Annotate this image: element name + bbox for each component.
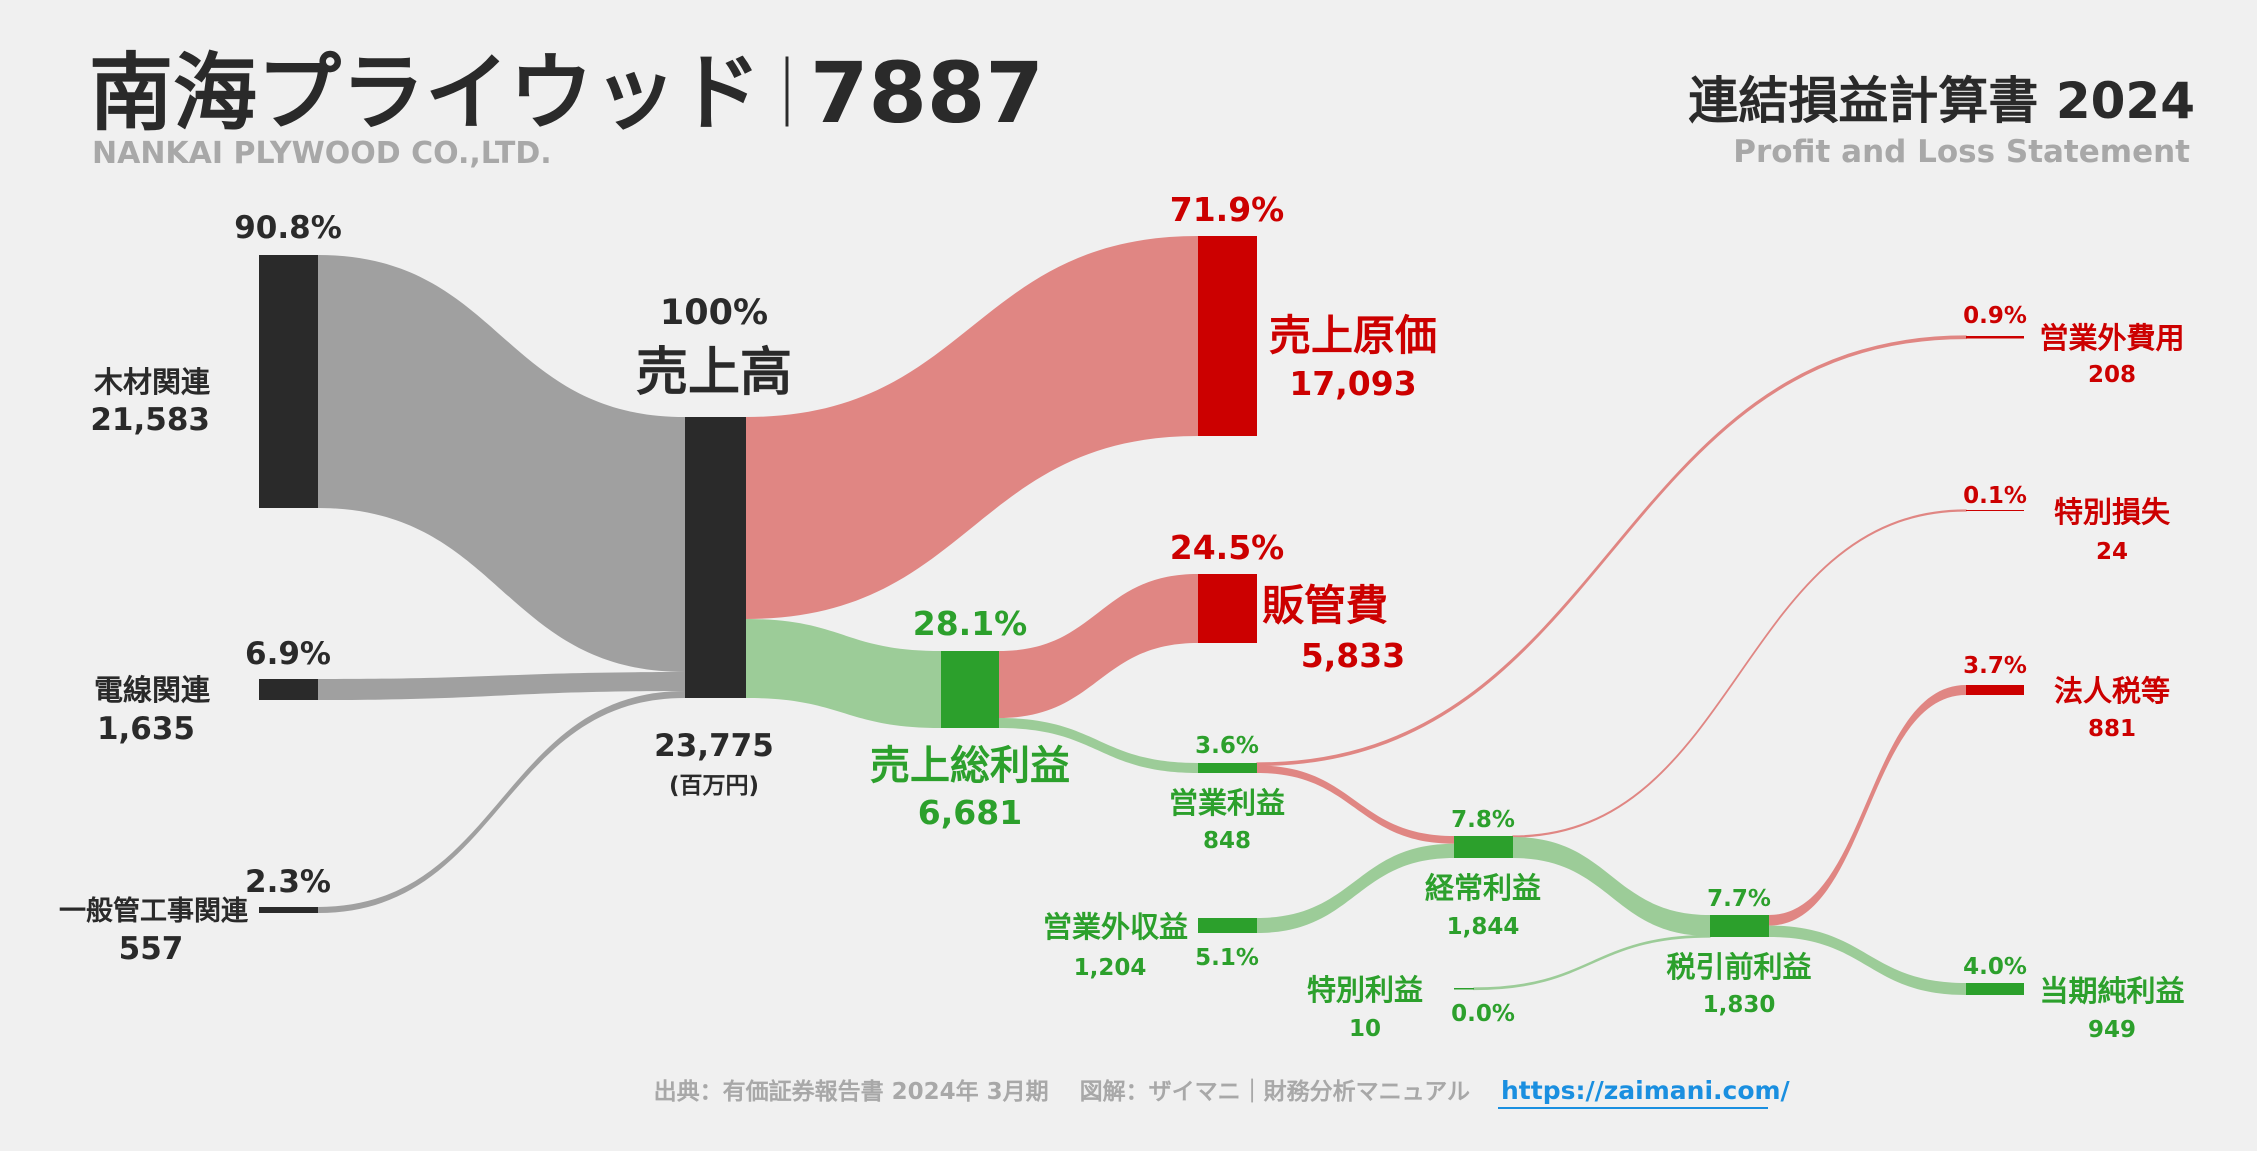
value-cogs: 17,093 [1289,364,1416,403]
label-revenue: 売上高 [636,343,792,403]
value-net: 949 [2088,1017,2136,1043]
label-ext-gain: 特別利益 [1307,973,1423,1007]
label-wire: 電線関連 [94,673,211,707]
pct-net: 4.0% [1963,954,2027,980]
pct-ext-gain: 0.0% [1451,1001,1515,1027]
value-gross: 6,681 [918,793,1022,832]
label-tax: 法人税等 [2054,674,2170,708]
value-wire: 1,635 [97,711,195,747]
flows [318,236,1967,995]
label-cogs: 売上原価 [1269,311,1437,360]
flow-pretax-to-net [1769,925,1966,995]
label-nonop-inc: 営業外収益 [1043,910,1188,944]
label-ext-loss: 特別損失 [2054,495,2171,529]
pct-ordinary: 7.8% [1451,807,1515,833]
label-ordinary: 経常利益 [1425,871,1541,905]
label-pipe: 一般管工事関連 [59,895,249,927]
pct-sga: 24.5% [1170,528,1285,567]
title-separator: ｜ [752,53,822,135]
node-bar-cogs [1198,236,1257,436]
statement-title: 連結損益計算書 2024 [1688,72,2195,130]
flow-op-to-ordinary [1257,765,1454,844]
pct-revenue: 100% [660,293,768,333]
value-pretax: 1,830 [1703,992,1776,1018]
label-pretax: 税引前利益 [1666,950,1811,984]
flow-wire-to-revenue [318,672,685,700]
value-ordinary: 1,844 [1447,914,1520,940]
flow-nonop_inc-to-ordinary [1257,843,1454,933]
node-bar-pipe [259,907,318,913]
pct-tax: 3.7% [1963,653,2027,679]
value-nonop-inc: 1,204 [1074,955,1147,981]
pct-wood: 90.8% [234,210,342,246]
node-bar-tax [1966,685,2024,695]
value-nonop-exp: 208 [2088,362,2136,388]
label-op: 営業利益 [1169,786,1285,820]
flow-gross-to-op [999,718,1198,773]
flow-revenue-to-cogs [746,236,1198,619]
node-bar-net [1966,983,2024,995]
flow-ordinary-to-pretax [1513,837,1710,936]
flow-pretax-to-tax [1769,685,1966,926]
node-bar-wood [259,255,318,508]
flow-pipe-to-revenue [318,691,685,913]
pct-nonop-inc: 5.1% [1195,945,1259,971]
flow-revenue-to-gross [746,619,941,728]
label-nonop-exp: 営業外費用 [2039,321,2184,355]
node-bar-nonop-exp [1966,336,2024,339]
node-bar-pretax [1710,915,1769,937]
pct-wire: 6.9% [245,636,331,672]
value-sga: 5,833 [1301,636,1405,675]
pct-ext-loss: 0.1% [1963,483,2027,509]
node-bar-revenue [685,417,746,698]
node-bar-ordinary [1454,836,1513,858]
label-sga: 販管費 [1262,581,1388,630]
flow-gross-to-sga [999,574,1198,718]
label-wood: 木材関連 [93,365,211,399]
pct-pretax: 7.7% [1707,886,1771,912]
flow-wood-to-revenue [318,255,685,672]
node-bar-ext-gain [1454,988,1474,990]
value-op: 848 [1203,828,1251,854]
website-link[interactable]: https://zaimani.com/ [1501,1076,1791,1105]
value-pipe: 557 [119,931,184,967]
value-tax: 881 [2088,716,2136,742]
company-title: 南海プライウッド [89,44,761,142]
pct-pipe: 2.3% [245,864,331,900]
unit-label: (百万円) [669,773,759,799]
label-net: 当期純利益 [2039,974,2184,1008]
node-bar-ext-loss [1966,510,2024,511]
node-bar-gross [941,651,999,728]
statement-english: Profit and Loss Statement [1733,134,2190,170]
node-labels: 90.8% 木材関連 21,583 6.9% 電線関連 1,635 2.3% 一… [59,190,2185,1043]
pct-gross: 28.1% [913,604,1028,643]
pct-nonop-exp: 0.9% [1963,303,2027,329]
pct-cogs: 71.9% [1170,190,1285,229]
value-revenue: 23,775 [654,728,774,764]
value-ext-gain: 10 [1349,1016,1381,1042]
node-bar-op [1198,763,1257,773]
value-ext-loss: 24 [2096,539,2128,565]
node-bars [259,236,2024,995]
company-english-name: NANKAI PLYWOOD CO.,LTD. [92,136,552,171]
pct-op: 3.6% [1195,733,1259,759]
value-wood: 21,583 [90,402,210,438]
source-credit: 出典：有価証券報告書 2024年 3月期 図解：ザイマニ｜財務分析マニュアル [654,1078,1470,1105]
node-bar-sga [1198,574,1257,643]
node-bar-wire [259,679,318,700]
label-gross: 売上総利益 [870,743,1070,789]
ticker-code: 7887 [810,44,1044,142]
node-bar-nonop-inc [1198,918,1257,933]
